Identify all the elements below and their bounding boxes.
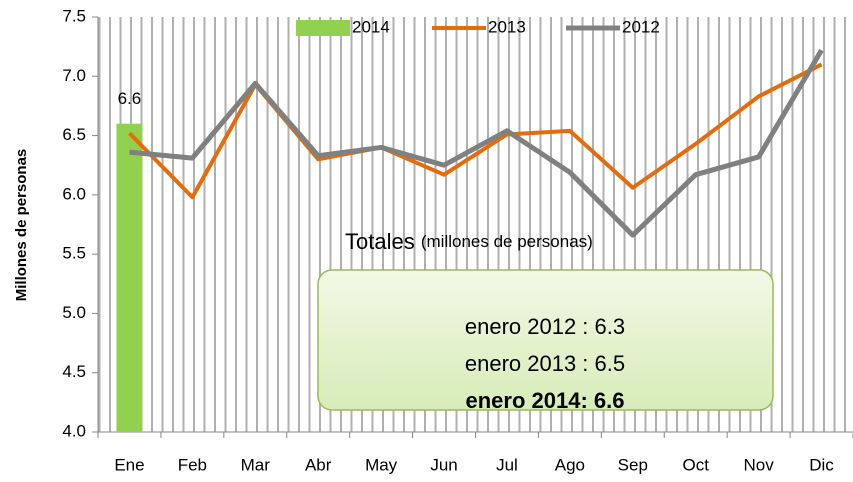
x-tick-label: Ene: [114, 455, 144, 474]
x-tick-label: Dic: [809, 455, 834, 474]
annotation-line: enero 2013 : 6.5: [465, 351, 625, 376]
legend-swatch: [296, 20, 350, 36]
x-tick-label: Oct: [682, 455, 709, 474]
legend-label: 2013: [488, 17, 526, 36]
bar: [116, 123, 143, 432]
line: [128, 62, 823, 200]
y-tick-label: 6.0: [62, 184, 86, 203]
x-tick-label: May: [365, 455, 398, 474]
x-tick-label: Sep: [618, 455, 648, 474]
x-tick-label: Jun: [430, 455, 457, 474]
annotation-subtitle: (millones de personas): [421, 232, 593, 251]
line: [129, 48, 824, 238]
x-tick-label: Jul: [496, 455, 518, 474]
x-tick-label: Ago: [555, 455, 585, 474]
y-axis-label: Millones de personas: [13, 149, 30, 302]
annotation-title: Totales (millones de personas): [345, 229, 593, 254]
y-tick-label: 5.0: [62, 303, 86, 322]
x-tick-label: Mar: [241, 455, 271, 474]
x-tick-label: Feb: [178, 455, 207, 474]
annotation-title-text: Totales: [345, 229, 415, 254]
y-tick-label: 5.5: [62, 244, 86, 263]
x-tick-label: Nov: [744, 455, 775, 474]
legend-label: 2014: [352, 17, 390, 36]
legend-label: 2012: [622, 17, 660, 36]
y-tick-label: 7.0: [62, 66, 86, 85]
annotation-line: enero 2012 : 6.3: [465, 314, 625, 339]
y-tick-label: 7.5: [62, 6, 86, 25]
y-tick-label: 4.0: [62, 421, 86, 440]
annotation-line: enero 2014: 6.6: [466, 388, 625, 413]
x-tick-label: Abr: [305, 455, 332, 474]
annotation-box: [317, 269, 774, 411]
y-tick-label: 6.5: [62, 125, 86, 144]
y-tick-label: 4.5: [62, 362, 86, 381]
data-label: 6.6: [118, 89, 142, 108]
